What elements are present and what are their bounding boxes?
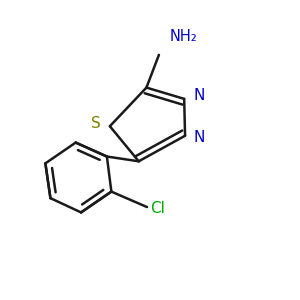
Text: N: N (194, 130, 206, 145)
Text: NH₂: NH₂ (169, 29, 197, 44)
Text: Cl: Cl (151, 201, 166, 216)
Text: S: S (91, 116, 100, 131)
Text: N: N (193, 88, 205, 104)
